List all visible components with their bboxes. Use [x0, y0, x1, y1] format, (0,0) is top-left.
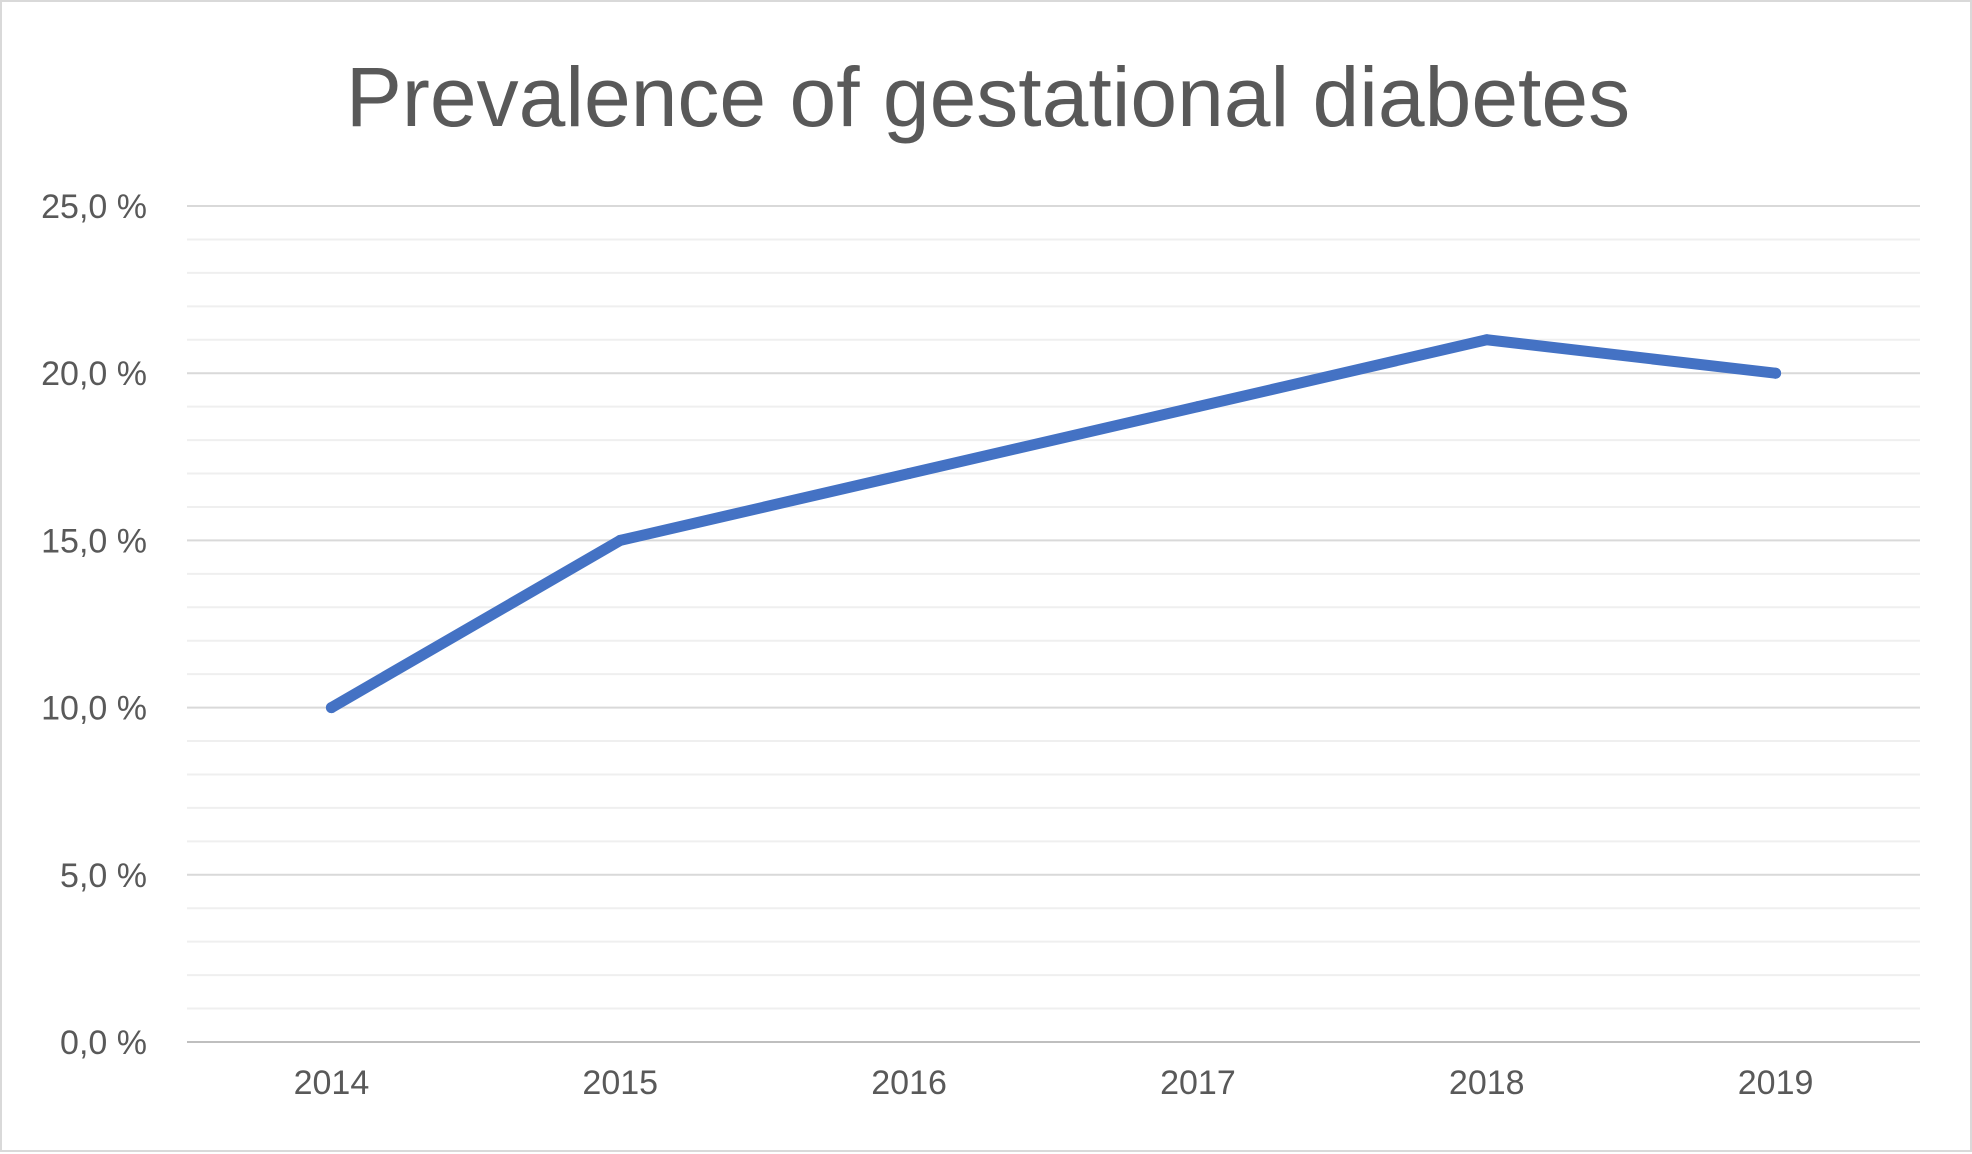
data-point — [903, 468, 915, 480]
data-point — [325, 702, 337, 714]
x-tick-label: 2016 — [871, 1064, 947, 1102]
data-point — [1770, 367, 1782, 379]
y-tick-label: 25,0 % — [41, 188, 147, 226]
y-tick-label: 5,0 % — [60, 857, 147, 895]
data-point — [1481, 334, 1493, 346]
x-tick-label: 2015 — [582, 1064, 658, 1102]
y-tick-label: 15,0 % — [41, 522, 147, 560]
series-line — [325, 334, 1782, 714]
y-tick-label: 10,0 % — [41, 690, 147, 728]
x-tick-label: 2017 — [1160, 1064, 1236, 1102]
chart-title: Prevalence of gestational diabetes — [345, 50, 1631, 144]
series — [325, 334, 1782, 714]
data-point — [1192, 401, 1204, 413]
y-tick-label: 0,0 % — [60, 1024, 147, 1062]
y-tick-label: 20,0 % — [41, 355, 147, 393]
x-tick-label: 2018 — [1449, 1064, 1525, 1102]
tick-labels: 0,0 % 5,0 % 10,0 % 15,0 % 20,0 % 25,0 % 2014 20… — [41, 188, 1813, 1102]
data-point — [614, 534, 626, 546]
gridlines — [187, 205, 1920, 1010]
x-tick-label: 2014 — [294, 1064, 370, 1102]
x-tick-label: 2019 — [1738, 1064, 1814, 1102]
